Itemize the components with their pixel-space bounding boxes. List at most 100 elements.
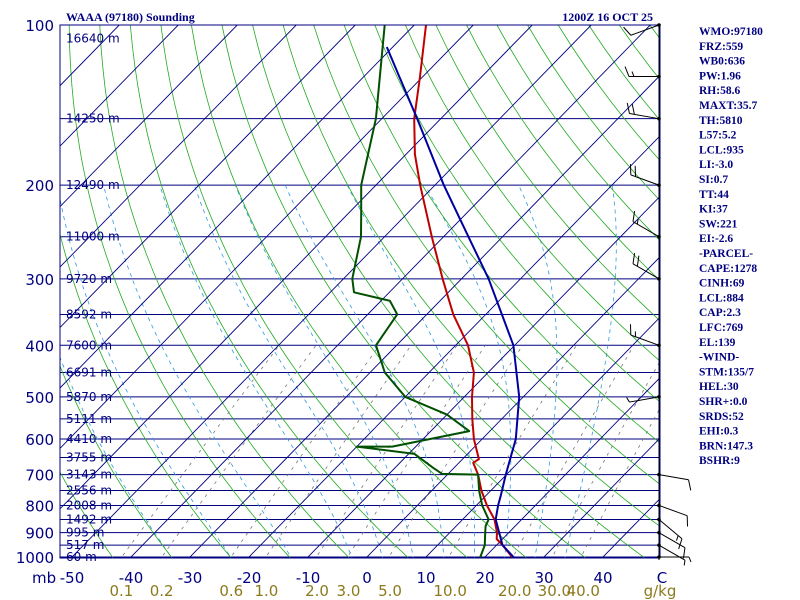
pressure-axis-unit: mb <box>32 569 56 587</box>
temperature-tick-label: -40 <box>119 569 144 587</box>
mixing-ratio-tick-label: g/kg <box>644 582 677 600</box>
index-value: SHR+:0.0 <box>699 396 748 408</box>
dry-adiabat <box>557 25 660 162</box>
isotherm <box>60 25 61 26</box>
mixing-ratio-line <box>346 345 486 558</box>
isotherm <box>365 256 660 558</box>
index-value: EL:139 <box>699 337 736 349</box>
mixing-ratio-tick-label: 0.2 <box>150 582 174 600</box>
dry-adiabats <box>60 25 660 558</box>
height-label: 60 m <box>66 550 97 564</box>
index-value: WB0:636 <box>699 56 745 68</box>
mixing-ratio-tick-label: 20.0 <box>498 582 531 600</box>
isotherm <box>542 437 660 558</box>
index-value: CAPE:1278 <box>699 263 757 275</box>
mixing-ratio-line <box>264 345 412 558</box>
height-label: 14250 m <box>66 112 120 126</box>
isotherm <box>60 25 297 268</box>
height-label: 4410 m <box>66 432 112 446</box>
mixing-ratio-line <box>315 345 458 558</box>
index-value: BRN:147.3 <box>699 440 753 452</box>
index-value: SW:221 <box>699 218 738 230</box>
isotherm <box>0 25 1 568</box>
index-value: STM:135/7 <box>699 366 754 378</box>
temperature-tick-label: 0 <box>362 569 372 587</box>
height-label: 8592 m <box>66 307 112 321</box>
mixing-ratio-tick-label: 3.0 <box>337 582 361 600</box>
isotherm <box>306 195 660 558</box>
pressure-tick-label: 700 <box>25 467 54 485</box>
temperature-tick-label: -20 <box>237 569 262 587</box>
dry-adiabat <box>527 25 660 202</box>
dry-adiabat <box>313 25 660 485</box>
dry-adiabat <box>343 25 660 444</box>
pressure-tick-label: 500 <box>25 389 54 407</box>
isotherm <box>60 25 238 208</box>
station-title: WAAA (97180) Sounding <box>66 10 195 24</box>
temperature-tick-label: 30 <box>534 569 553 587</box>
mixing-ratio-line <box>120 345 280 558</box>
height-label: 517 m <box>66 538 104 552</box>
index-value: EI:-2.6 <box>699 233 733 245</box>
index-value: LCL:935 <box>699 144 744 156</box>
wind-barb <box>657 503 689 527</box>
height-label: 995 m <box>66 526 104 540</box>
height-label: 12490 m <box>66 178 120 192</box>
plot-frame <box>59 24 661 559</box>
moist-adiabat <box>234 184 414 558</box>
mixing-ratio-line <box>580 407 660 558</box>
isotherm <box>129 25 651 558</box>
temperature-tick-label: 20 <box>475 569 494 587</box>
temperature-tick-label: 40 <box>593 569 612 587</box>
dry-adiabat <box>221 25 587 558</box>
mixing-ratio-tick-label: 5.0 <box>378 582 402 600</box>
pressure-tick-label: 800 <box>25 497 54 515</box>
index-value: FRZ:559 <box>699 41 743 53</box>
mixing-ratio-lines <box>120 345 660 558</box>
temperature-trace <box>413 25 516 558</box>
index-value: SRDS:52 <box>699 411 744 423</box>
mixing-ratio-line <box>160 345 317 558</box>
pressure-labels: 100 200 300 400 500 600 700 800 900 1000 <box>16 17 54 567</box>
moist-adiabat <box>159 184 353 558</box>
dry-adiabat <box>405 25 660 362</box>
isotherm <box>70 25 592 558</box>
index-value: HEL:30 <box>699 381 739 393</box>
mixing-ratio-axis: 0.1 0.2 0.6 1.0 2.0 3.0 5.0 10.0 20.0 30.040.0 g/k… <box>110 582 677 600</box>
mixing-ratio-line <box>229 345 380 558</box>
isotherm <box>424 316 660 558</box>
mixing-ratio-tick-label: 0.6 <box>219 582 243 600</box>
temperature-tick-label: 10 <box>416 569 435 587</box>
temperature-tick-label: C <box>657 569 667 587</box>
index-value: KI:37 <box>699 204 728 216</box>
index-value: CINH:69 <box>699 278 745 290</box>
moist-adiabat <box>194 184 384 558</box>
dry-adiabat <box>374 25 660 403</box>
index-value: LI:-3.0 <box>699 159 733 171</box>
temperature-tick-label: -10 <box>296 569 321 587</box>
index-value: L57:5.2 <box>699 130 737 142</box>
pressure-tick-label: 200 <box>25 177 54 195</box>
index-value: EHI:0.3 <box>699 426 739 438</box>
pressure-tick-label: 100 <box>25 17 54 35</box>
dry-adiabat <box>99 25 350 558</box>
height-label: 2008 m <box>66 498 112 512</box>
wind-barb <box>657 517 683 550</box>
dry-adiabat <box>68 25 291 558</box>
height-label: 3143 m <box>66 468 112 482</box>
wind-barb <box>623 23 661 36</box>
index-value: -WIND- <box>699 352 739 364</box>
height-label: 5870 m <box>66 390 112 404</box>
isotherm <box>60 25 415 389</box>
dry-adiabat <box>60 232 232 558</box>
isotherm <box>483 377 660 558</box>
pressure-tick-label: 900 <box>25 525 54 543</box>
wind-barb <box>632 253 661 281</box>
isotherms <box>0 25 660 568</box>
mixing-ratio-tick-label: 10.0 <box>433 582 466 600</box>
dry-adiabat <box>160 25 469 558</box>
pressure-tick-label: 600 <box>25 431 54 449</box>
wind-barb <box>629 324 661 348</box>
dry-adiabat <box>191 25 528 558</box>
